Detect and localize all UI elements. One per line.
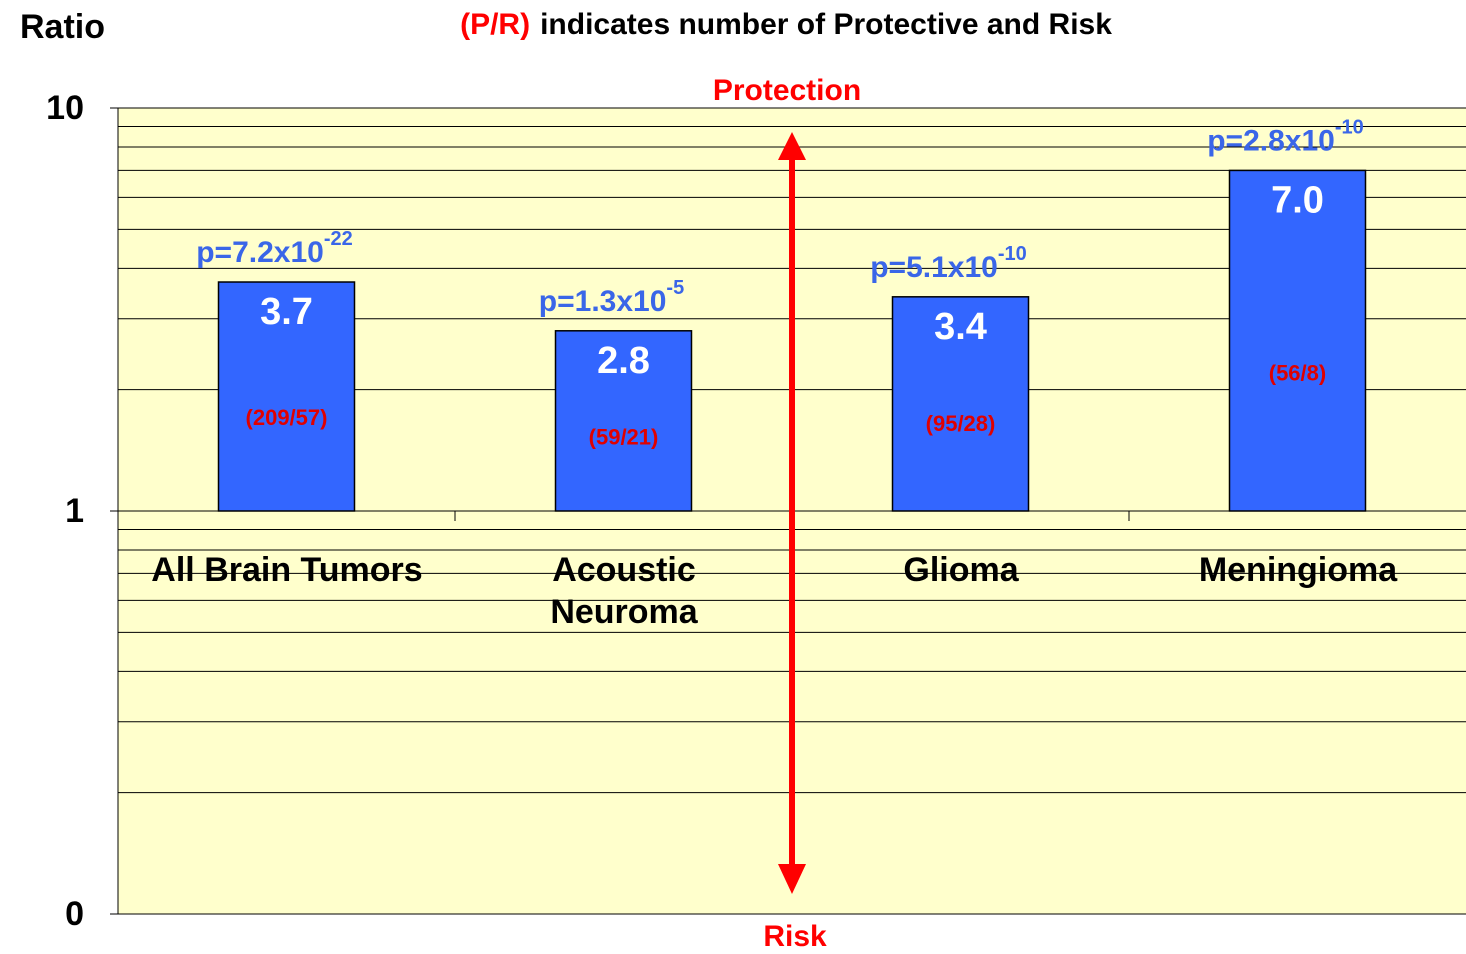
arrow-label-bottom: Risk [763, 920, 827, 953]
p-value-base: p=1.3x10 [539, 285, 667, 318]
p-value-label: p=5.1x10-10 [870, 243, 1027, 284]
count-label: (95/28) [926, 411, 996, 436]
y-tick-label: 1 [65, 492, 84, 530]
y-tick-label: 10 [46, 89, 84, 127]
count-label: (209/57) [246, 405, 328, 430]
arrow-label-top: Protection [713, 74, 861, 107]
title-highlight: (P/R) [460, 8, 530, 41]
p-value-base: p=7.2x10 [196, 236, 324, 269]
x-tick-label: Meningioma [1198, 551, 1398, 589]
x-tick-label: All Brain Tumors [151, 551, 423, 589]
bar [1228, 169, 1367, 512]
p-value-label: p=2.8x10-10 [1207, 117, 1364, 158]
bar [891, 296, 1030, 512]
p-value-base: p=5.1x10 [870, 251, 998, 284]
value-label: 3.4 [934, 306, 987, 348]
p-value-exponent: -10 [998, 243, 1027, 265]
y-tick-label: 0 [65, 895, 84, 933]
value-label: 7.0 [1271, 179, 1324, 221]
p-value-exponent: -22 [324, 228, 353, 250]
title-text: indicates number of Protective and Risk [540, 8, 1112, 41]
bar [554, 330, 693, 512]
arrow-head-bottom [778, 864, 806, 894]
arrow-head-top [778, 132, 806, 160]
p-value-label: p=7.2x10-22 [196, 228, 353, 269]
x-tick-label: Acoustic Neuroma [550, 551, 698, 631]
y-axis-label: Ratio [20, 8, 105, 46]
p-value-label: p=1.3x10-5 [539, 277, 684, 318]
bar [217, 281, 356, 512]
count-label: (56/8) [1269, 361, 1326, 386]
count-label: (59/21) [589, 425, 659, 450]
value-label: 2.8 [597, 340, 650, 382]
p-value-base: p=2.8x10 [1207, 124, 1335, 157]
value-label: 3.7 [260, 291, 313, 333]
p-value-exponent: -10 [1335, 117, 1364, 139]
p-value-exponent: -5 [666, 277, 684, 299]
x-tick-label: Glioma [903, 551, 1019, 589]
chart-title: (P/R) indicates number of Protective and … [460, 8, 1112, 41]
